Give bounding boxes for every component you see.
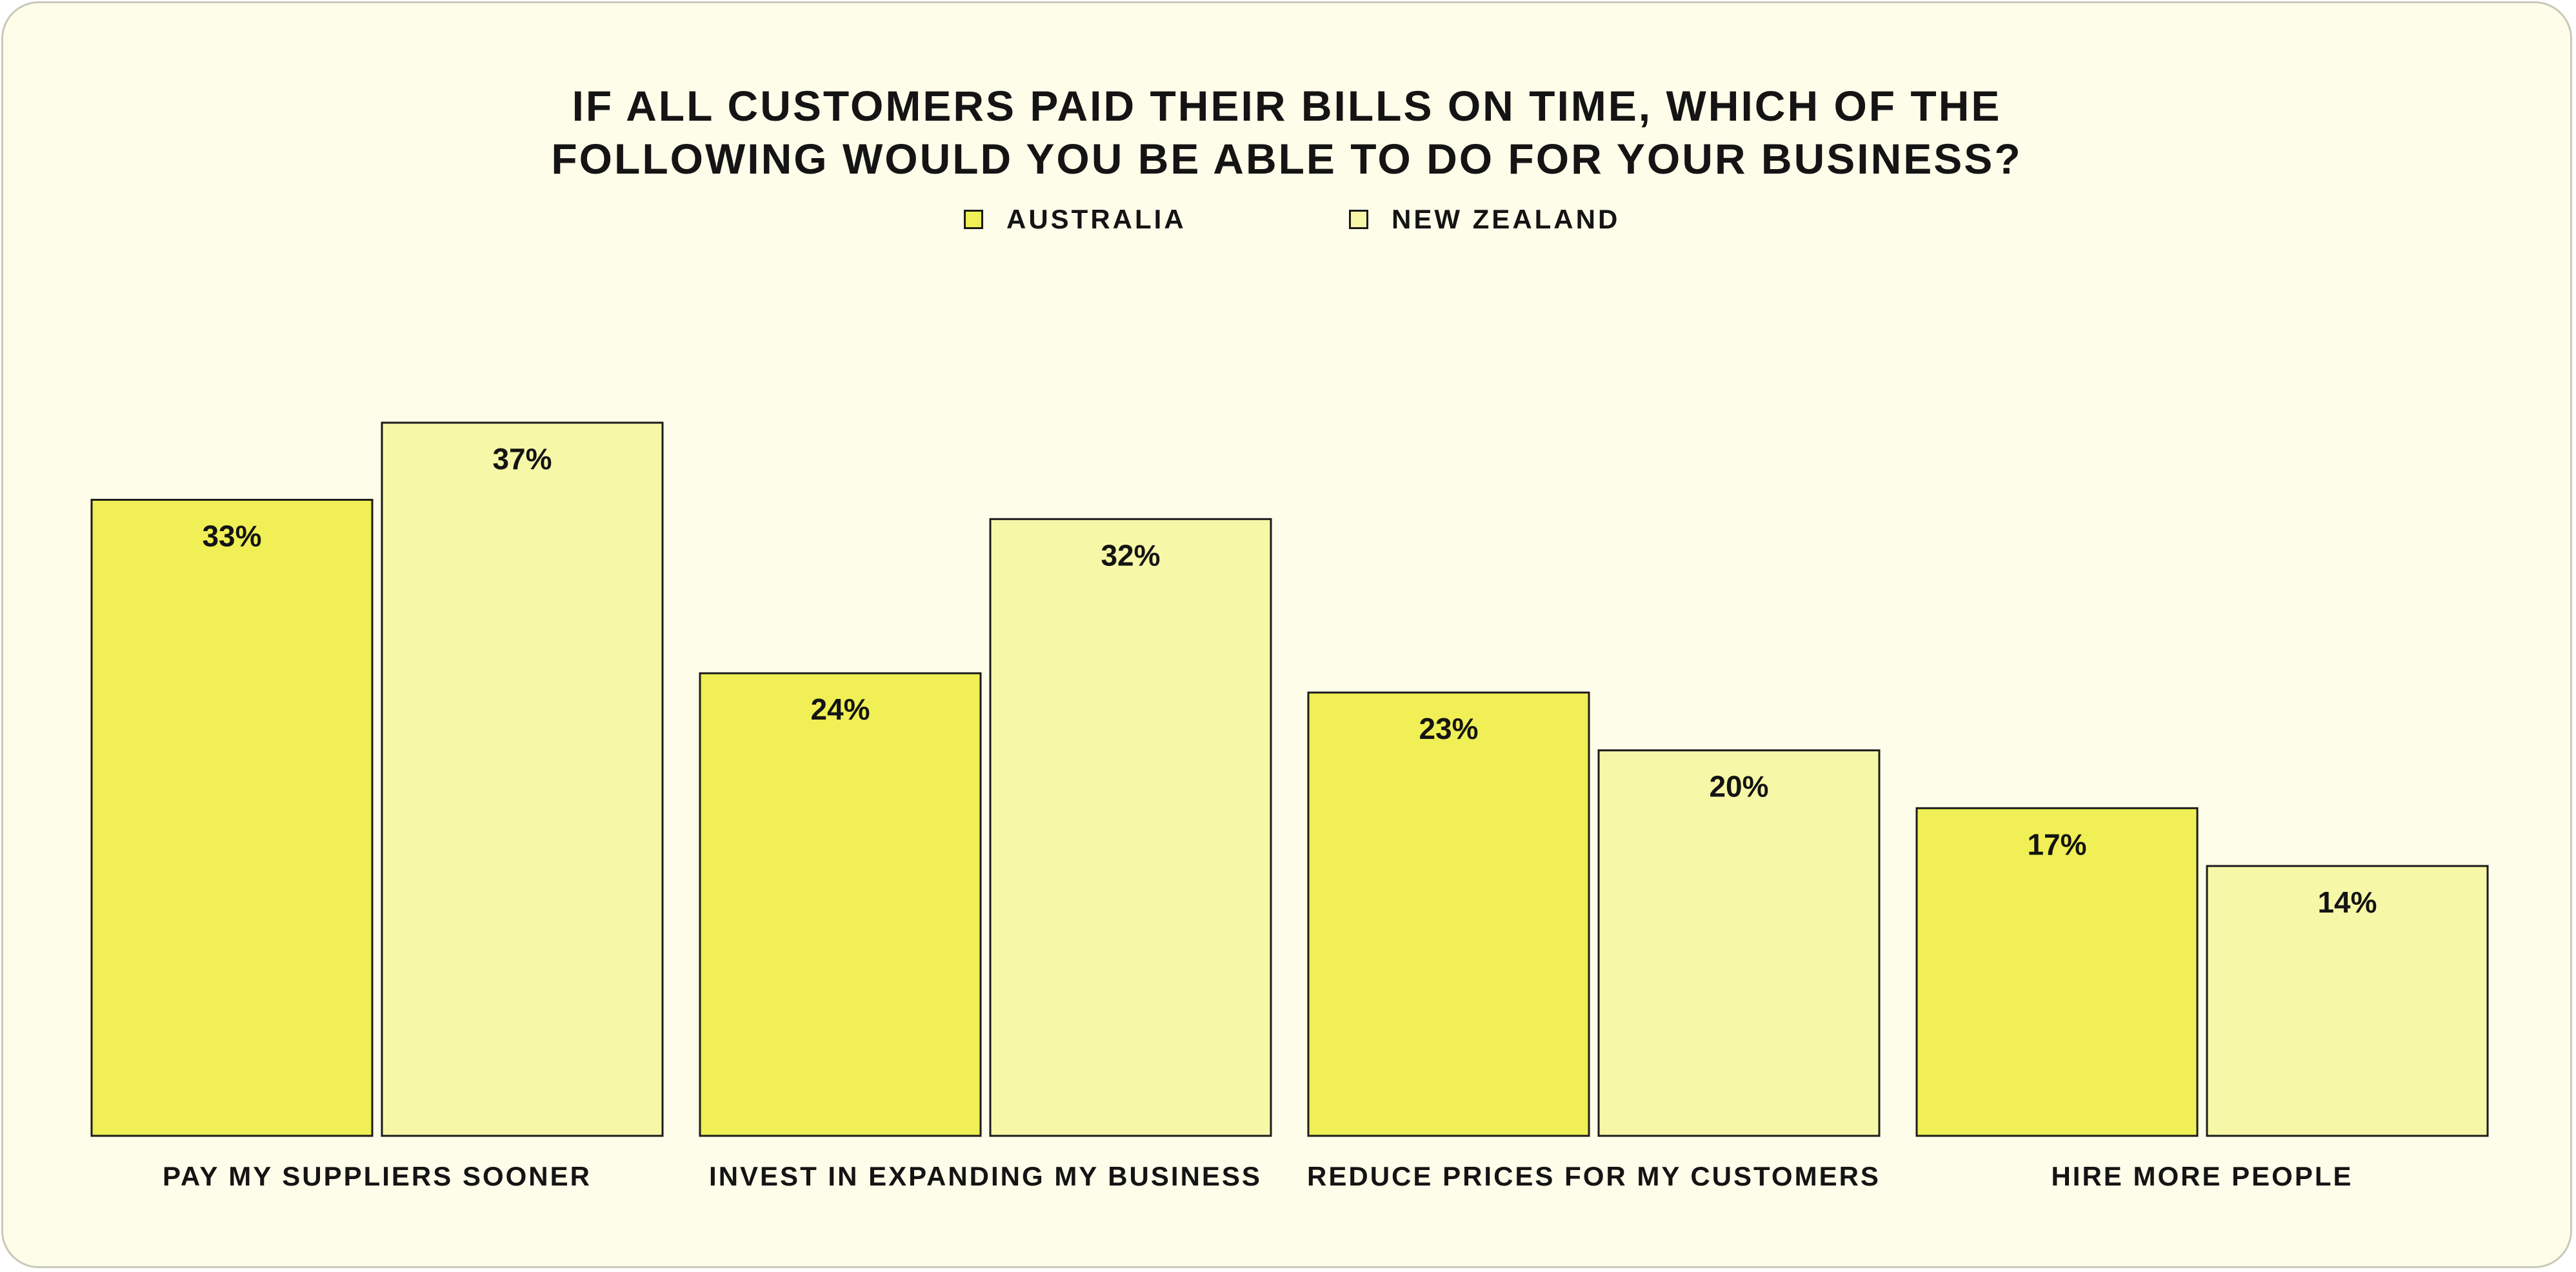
bar-chart: 33% 37% PAY MY SUPPLIERS SOONER 24% 32% INVES… (90, 421, 2489, 1191)
data-label-australia-hire-more-people: 17% (2027, 827, 2086, 861)
chart-title: IF ALL CUSTOMERS PAID THEIR BILLS ON TIM… (3, 79, 2570, 185)
category-label-invest-in-expanding-my-business: INVEST IN EXPANDING MY BUSINESS (709, 1161, 1262, 1191)
chart-title-line-2: FOLLOWING WOULD YOU BE ABLE TO DO FOR YO… (551, 135, 2022, 183)
legend-label-australia: AUSTRALIA (1006, 204, 1186, 234)
data-label-new-zealand-reduce-prices-for-my-customers: 20% (1709, 770, 1768, 803)
data-label-new-zealand-hire-more-people: 14% (2317, 885, 2377, 919)
chart-legend: AUSTRALIA NEW ZEALAND (3, 200, 2570, 239)
bar-new-zealand-invest-in-expanding-my-business (989, 518, 1272, 1137)
data-label-new-zealand-pay-my-suppliers-sooner: 37% (492, 442, 552, 476)
legend-label-new-zealand: NEW ZEALAND (1392, 204, 1621, 234)
category-label-reduce-prices-for-my-customers: REDUCE PRICES FOR MY CUSTOMERS (1307, 1161, 1881, 1191)
bar-new-zealand-hire-more-people (2206, 865, 2489, 1137)
legend-swatch-australia (964, 210, 983, 229)
data-label-australia-reduce-prices-for-my-customers: 23% (1419, 712, 1478, 745)
category-label-pay-my-suppliers-sooner: PAY MY SUPPLIERS SOONER (163, 1161, 592, 1191)
bar-new-zealand-pay-my-suppliers-sooner (381, 421, 664, 1137)
legend-item-new-zealand: NEW ZEALAND (1349, 200, 1620, 239)
bar-new-zealand-reduce-prices-for-my-customers (1597, 749, 1881, 1137)
data-label-new-zealand-invest-in-expanding-my-business: 32% (1101, 538, 1160, 572)
bar-australia-pay-my-suppliers-sooner (90, 498, 374, 1137)
data-label-australia-invest-in-expanding-my-business: 24% (810, 692, 870, 726)
bar-australia-reduce-prices-for-my-customers (1307, 691, 1590, 1137)
legend-item-australia: AUSTRALIA (964, 200, 1186, 239)
data-label-australia-pay-my-suppliers-sooner: 33% (202, 519, 261, 552)
chart-title-line-1: IF ALL CUSTOMERS PAID THEIR BILLS ON TIM… (572, 82, 2002, 130)
category-label-hire-more-people: HIRE MORE PEOPLE (2051, 1161, 2353, 1191)
bar-australia-hire-more-people (1915, 807, 2199, 1137)
bar-australia-invest-in-expanding-my-business (699, 672, 982, 1137)
legend-swatch-new-zealand (1349, 210, 1368, 229)
